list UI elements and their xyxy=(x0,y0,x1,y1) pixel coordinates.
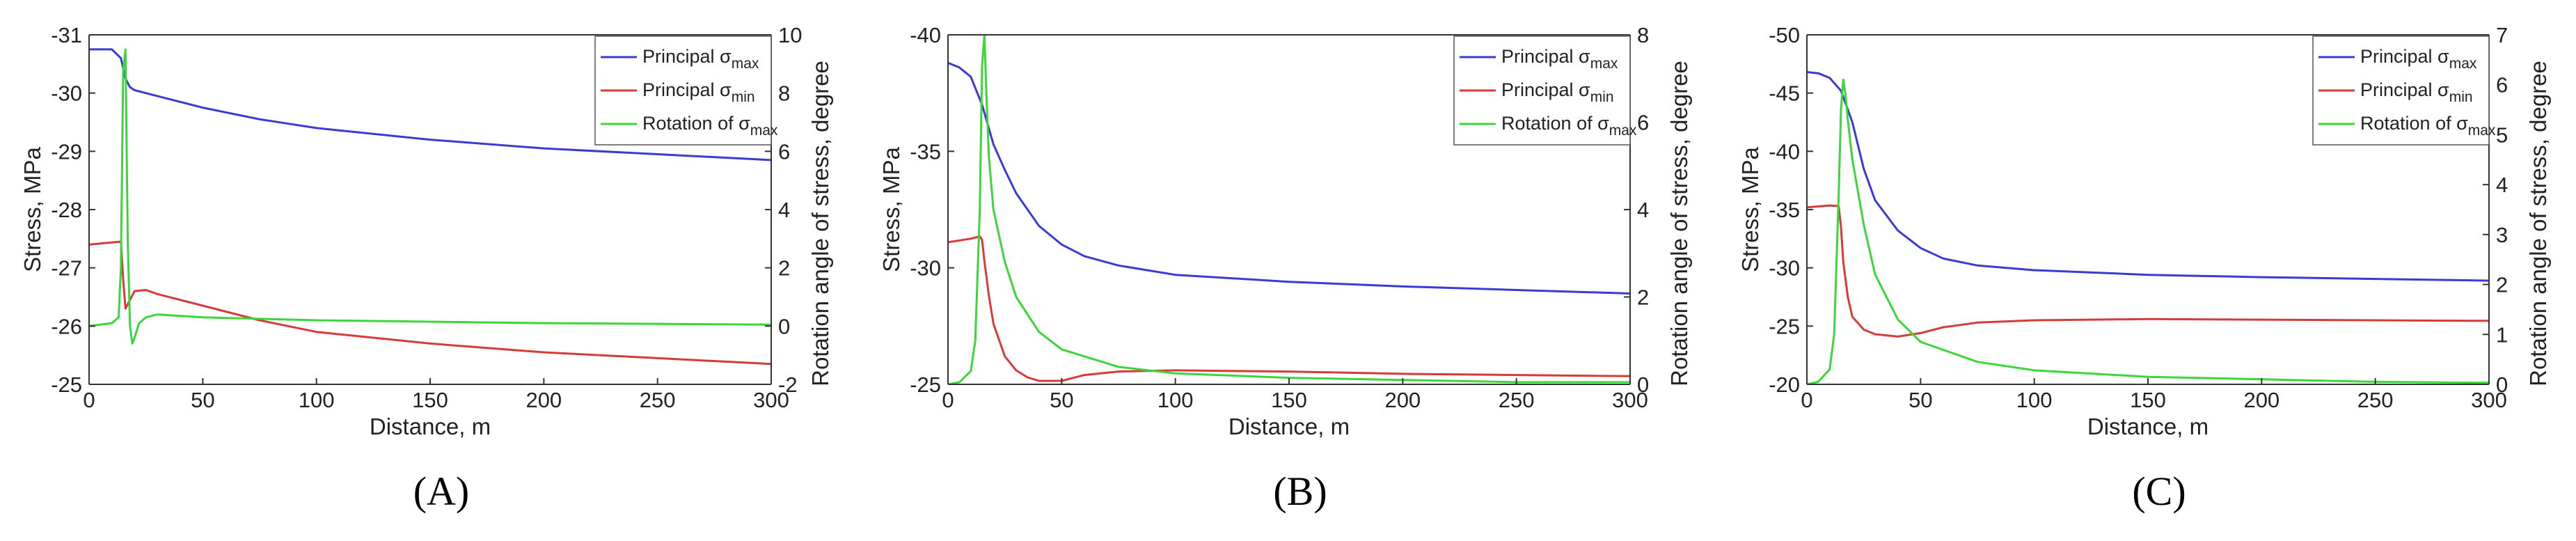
y-left-tick-label: -30 xyxy=(1769,256,1800,281)
y-right-tick-label: 8 xyxy=(778,81,790,106)
x-tick-label: 0 xyxy=(83,388,95,412)
y-right-axis-label: Rotation angle of stress, degree xyxy=(807,61,833,386)
y-right-tick-label: 8 xyxy=(1637,23,1649,47)
series-line-1 xyxy=(1807,204,2489,338)
x-tick-label: 150 xyxy=(1271,388,1307,412)
x-tick-label: 300 xyxy=(1612,388,1648,412)
legend-entry: Principal σmax xyxy=(1501,46,1618,72)
y-right-tick-label: 2 xyxy=(2496,273,2508,297)
x-axis-label: Distance, m xyxy=(370,414,491,439)
x-tick-label: 200 xyxy=(2243,388,2279,412)
x-tick-label: 300 xyxy=(753,388,789,412)
y-left-tick-label: -30 xyxy=(51,81,82,106)
y-left-axis-label: Stress, MPa xyxy=(1737,147,1763,272)
x-tick-label: 0 xyxy=(1801,388,1812,412)
y-left-axis-label: Stress, MPa xyxy=(878,147,904,272)
series-line-1 xyxy=(89,240,771,366)
y-left-tick-label: -30 xyxy=(910,256,941,281)
y-left-tick-label: -20 xyxy=(1769,373,1800,397)
legend-entry: Rotation of σmax xyxy=(1501,113,1637,139)
y-right-tick-label: 4 xyxy=(1637,198,1649,222)
y-right-axis-label: Rotation angle of stress, degree xyxy=(2525,61,2551,386)
y-right-tick-label: -2 xyxy=(778,373,798,397)
y-left-tick-label: -27 xyxy=(51,256,82,281)
y-left-tick-label: -50 xyxy=(1769,23,1800,47)
series-line-0 xyxy=(89,48,771,162)
y-right-tick-label: 1 xyxy=(2496,322,2508,347)
x-axis-label: Distance, m xyxy=(1228,414,1350,439)
y-left-tick-label: -28 xyxy=(51,198,82,222)
legend-entry: Principal σmin xyxy=(2360,79,2473,105)
y-left-tick-label: -45 xyxy=(1769,81,1800,106)
series-line-2 xyxy=(1807,79,2489,384)
y-left-tick-label: -25 xyxy=(1769,314,1800,338)
legend-entry: Principal σmax xyxy=(2360,46,2477,72)
chart-panel-b: 0 50 100 150 200 250 300 -25 -30 -35 -40 0 2 4 6 8 Dista… xyxy=(859,0,1717,541)
y-right-tick-label: 6 xyxy=(1637,111,1649,135)
x-tick-label: 50 xyxy=(191,388,214,412)
x-tick-label: 200 xyxy=(526,388,562,412)
y-right-tick-label: 0 xyxy=(1637,373,1649,397)
x-tick-label: 150 xyxy=(2130,388,2166,412)
y-right-tick-label: 2 xyxy=(778,256,790,281)
legend-entry: Principal σmin xyxy=(1501,79,1614,105)
series-line-2 xyxy=(948,35,1630,384)
y-left-tick-label: -35 xyxy=(1769,198,1800,222)
y-right-tick-label: 10 xyxy=(778,23,802,47)
panel-label: (A) xyxy=(413,469,470,514)
x-tick-label: 100 xyxy=(2016,388,2053,412)
stress-chart-c: 0 50 100 150 200 250 300 -20 -25 -30 -35 -40 -45 -50 0… xyxy=(1737,23,2551,439)
y-left-axis-label: Stress, MPa xyxy=(19,147,45,272)
panel-label: (B) xyxy=(1273,469,1327,514)
panel-label: (C) xyxy=(2132,469,2186,514)
series-line-0 xyxy=(1807,71,2489,282)
chart-panel-a: 0 50 100 150 200 250 300 -25 -26 -27 -28 -29 -30 -31-… xyxy=(0,0,858,541)
y-right-tick-label: 5 xyxy=(2496,123,2508,147)
y-right-tick-label: 2 xyxy=(1637,285,1649,310)
x-tick-label: 0 xyxy=(942,388,954,412)
y-right-tick-label: 0 xyxy=(2496,373,2508,397)
y-left-tick-label: -31 xyxy=(51,23,82,47)
series-line-1 xyxy=(948,235,1630,382)
y-right-tick-label: 3 xyxy=(2496,223,2508,247)
x-tick-label: 100 xyxy=(299,388,335,412)
chart-panel-c: 0 50 100 150 200 250 300 -20 -25 -30 -35 -40 -45 -50 0… xyxy=(1718,0,2576,541)
stress-chart-b: 0 50 100 150 200 250 300 -25 -30 -35 -40 0 2 4 6 8 Dista… xyxy=(878,23,1692,439)
x-tick-label: 200 xyxy=(1384,388,1421,412)
legend-entry: Principal σmin xyxy=(642,79,755,105)
y-left-tick-label: -29 xyxy=(51,139,82,164)
y-right-tick-label: 0 xyxy=(778,314,790,338)
y-right-tick-label: 6 xyxy=(2496,73,2508,97)
y-left-tick-label: -25 xyxy=(51,373,82,397)
x-axis-label: Distance, m xyxy=(2087,414,2208,439)
x-tick-label: 150 xyxy=(412,388,448,412)
y-left-tick-label: -26 xyxy=(51,314,82,338)
x-tick-label: 50 xyxy=(1050,388,1073,412)
y-right-tick-label: 4 xyxy=(778,198,790,222)
x-tick-label: 100 xyxy=(1157,388,1194,412)
legend-entry: Rotation of σmax xyxy=(2360,113,2496,139)
y-left-tick-label: -40 xyxy=(1769,139,1800,164)
series-line-2 xyxy=(89,48,771,345)
series-line-0 xyxy=(948,61,1630,295)
x-tick-label: 250 xyxy=(1499,388,1535,412)
y-left-tick-label: -35 xyxy=(910,139,941,164)
y-right-tick-label: 4 xyxy=(2496,173,2508,197)
legend-entry: Principal σmax xyxy=(642,46,759,72)
x-tick-label: 50 xyxy=(1909,388,1932,412)
y-right-tick-label: 6 xyxy=(778,139,790,164)
x-tick-label: 250 xyxy=(640,388,676,412)
y-right-axis-label: Rotation angle of stress, degree xyxy=(1666,61,1692,386)
stress-chart-a: 0 50 100 150 200 250 300-25-26-27-28-29-30-31-… xyxy=(19,23,833,439)
x-tick-label: 300 xyxy=(2471,388,2507,412)
y-right-tick-label: 7 xyxy=(2496,23,2508,47)
y-left-tick-label: -25 xyxy=(910,373,941,397)
y-left-tick-label: -40 xyxy=(910,23,941,47)
x-tick-label: 250 xyxy=(2357,388,2394,412)
legend-entry: Rotation of σmax xyxy=(642,113,778,139)
